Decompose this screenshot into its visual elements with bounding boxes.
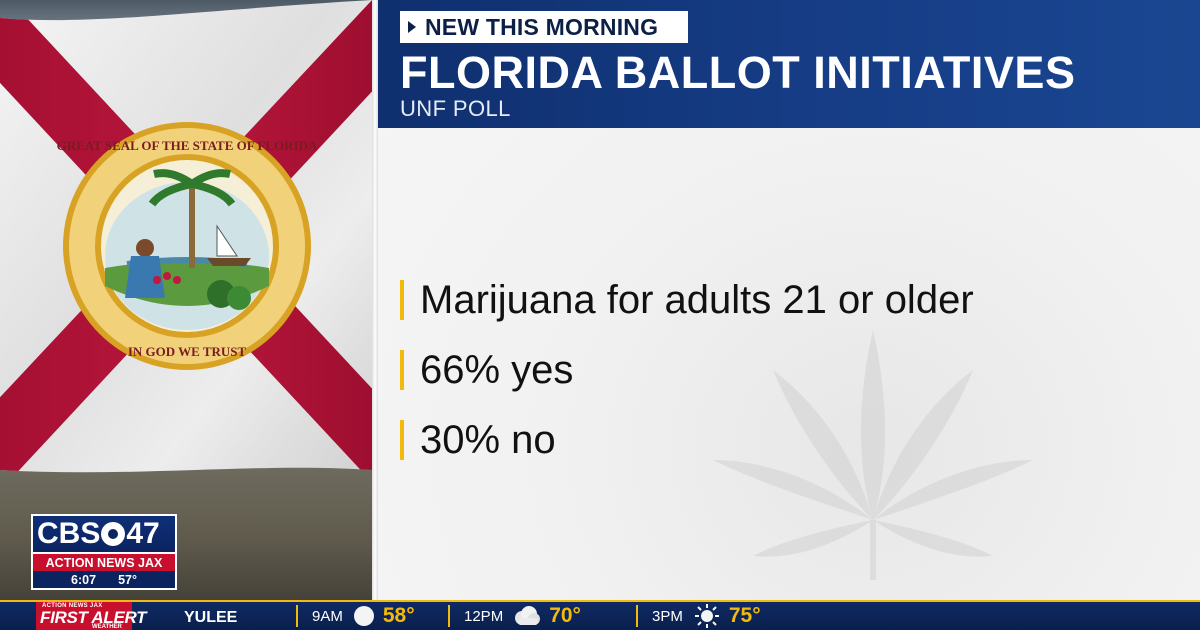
clear-night-icon	[353, 606, 374, 626]
slot-separator	[636, 605, 638, 627]
poll-results-list: Marijuana for adults 21 or older 66% yes…	[400, 276, 974, 486]
news-graphic: NEW THIS MORNING FLORIDA BALLOT INITIATI…	[378, 0, 1200, 600]
sun-icon	[694, 604, 719, 628]
bullet-bar	[400, 420, 404, 460]
bullet-bar	[400, 280, 404, 320]
florida-flag-image: GREAT SEAL OF THE STATE OF FLORIDA IN GO…	[0, 0, 372, 473]
time-temp-readout: 6:07 57°	[31, 571, 177, 590]
first-alert-small: ACTION NEWS JAX	[42, 603, 103, 609]
play-arrow-icon	[408, 21, 416, 33]
kicker-text: NEW THIS MORNING	[425, 13, 659, 40]
svg-text:GREAT SEAL OF THE STATE OF FLO: GREAT SEAL OF THE STATE OF FLORIDA	[57, 138, 318, 153]
forecast-slot: 9AM 58°	[296, 602, 415, 630]
kicker-label: NEW THIS MORNING	[400, 11, 688, 43]
station-call-letters: CBS 47	[31, 514, 177, 554]
current-temperature: 57°	[118, 572, 137, 587]
forecast-temp: 70°	[549, 604, 581, 627]
forecast-time: 3PM	[652, 607, 683, 625]
cloud-icon	[515, 606, 541, 625]
first-alert-main: FIRST ALERT	[40, 608, 147, 627]
bullet-text: 66% yes	[420, 347, 574, 392]
forecast-temp: 75°	[728, 604, 761, 627]
subhead: UNF POLL	[400, 96, 511, 121]
forecast-time: 12PM	[464, 607, 504, 625]
florida-seal: GREAT SEAL OF THE STATE OF FLORIDA IN GO…	[57, 122, 318, 370]
cannabis-leaf-icon	[713, 330, 1033, 580]
list-item: 66% yes	[400, 346, 974, 394]
first-alert-logo: ACTION NEWS JAX FIRST ALERT WEATHER	[36, 602, 147, 630]
call-letters-right: 47	[126, 517, 160, 550]
weather-ticker: ACTION NEWS JAX FIRST ALERT WEATHER YULE…	[0, 600, 1200, 630]
ticker-location: YULEE	[184, 609, 238, 626]
forecast-time: 9AM	[312, 607, 343, 625]
list-item: 30% no	[400, 416, 974, 464]
cbs-eye-icon	[101, 522, 126, 546]
forecast-slot: 3PM 75°	[636, 602, 761, 630]
florida-flag-panel: GREAT SEAL OF THE STATE OF FLORIDA IN GO…	[0, 0, 372, 600]
forecast-temp: 58°	[382, 604, 415, 627]
list-item: Marijuana for adults 21 or older	[400, 276, 974, 324]
slot-separator	[448, 605, 450, 627]
current-time: 6:07	[71, 572, 97, 587]
network-name: ACTION NEWS JAX	[31, 554, 177, 571]
bullet-text: 30% no	[420, 417, 556, 462]
graphic-header: NEW THIS MORNING FLORIDA BALLOT INITIATI…	[378, 0, 1200, 128]
panel-divider	[372, 0, 378, 600]
slot-separator	[296, 605, 298, 627]
forecast-slot: 12PM 70°	[448, 602, 581, 630]
bullet-bar	[400, 350, 404, 390]
first-alert-bottom: WEATHER	[92, 624, 122, 630]
bullet-text: Marijuana for adults 21 or older	[420, 277, 974, 322]
svg-text:IN GOD WE TRUST: IN GOD WE TRUST	[128, 344, 247, 359]
headline: FLORIDA BALLOT INITIATIVES	[400, 47, 1076, 98]
call-letters-left: CBS	[37, 517, 101, 550]
station-logo-bug: CBS 47 ACTION NEWS JAX 6:07 57°	[31, 514, 177, 592]
